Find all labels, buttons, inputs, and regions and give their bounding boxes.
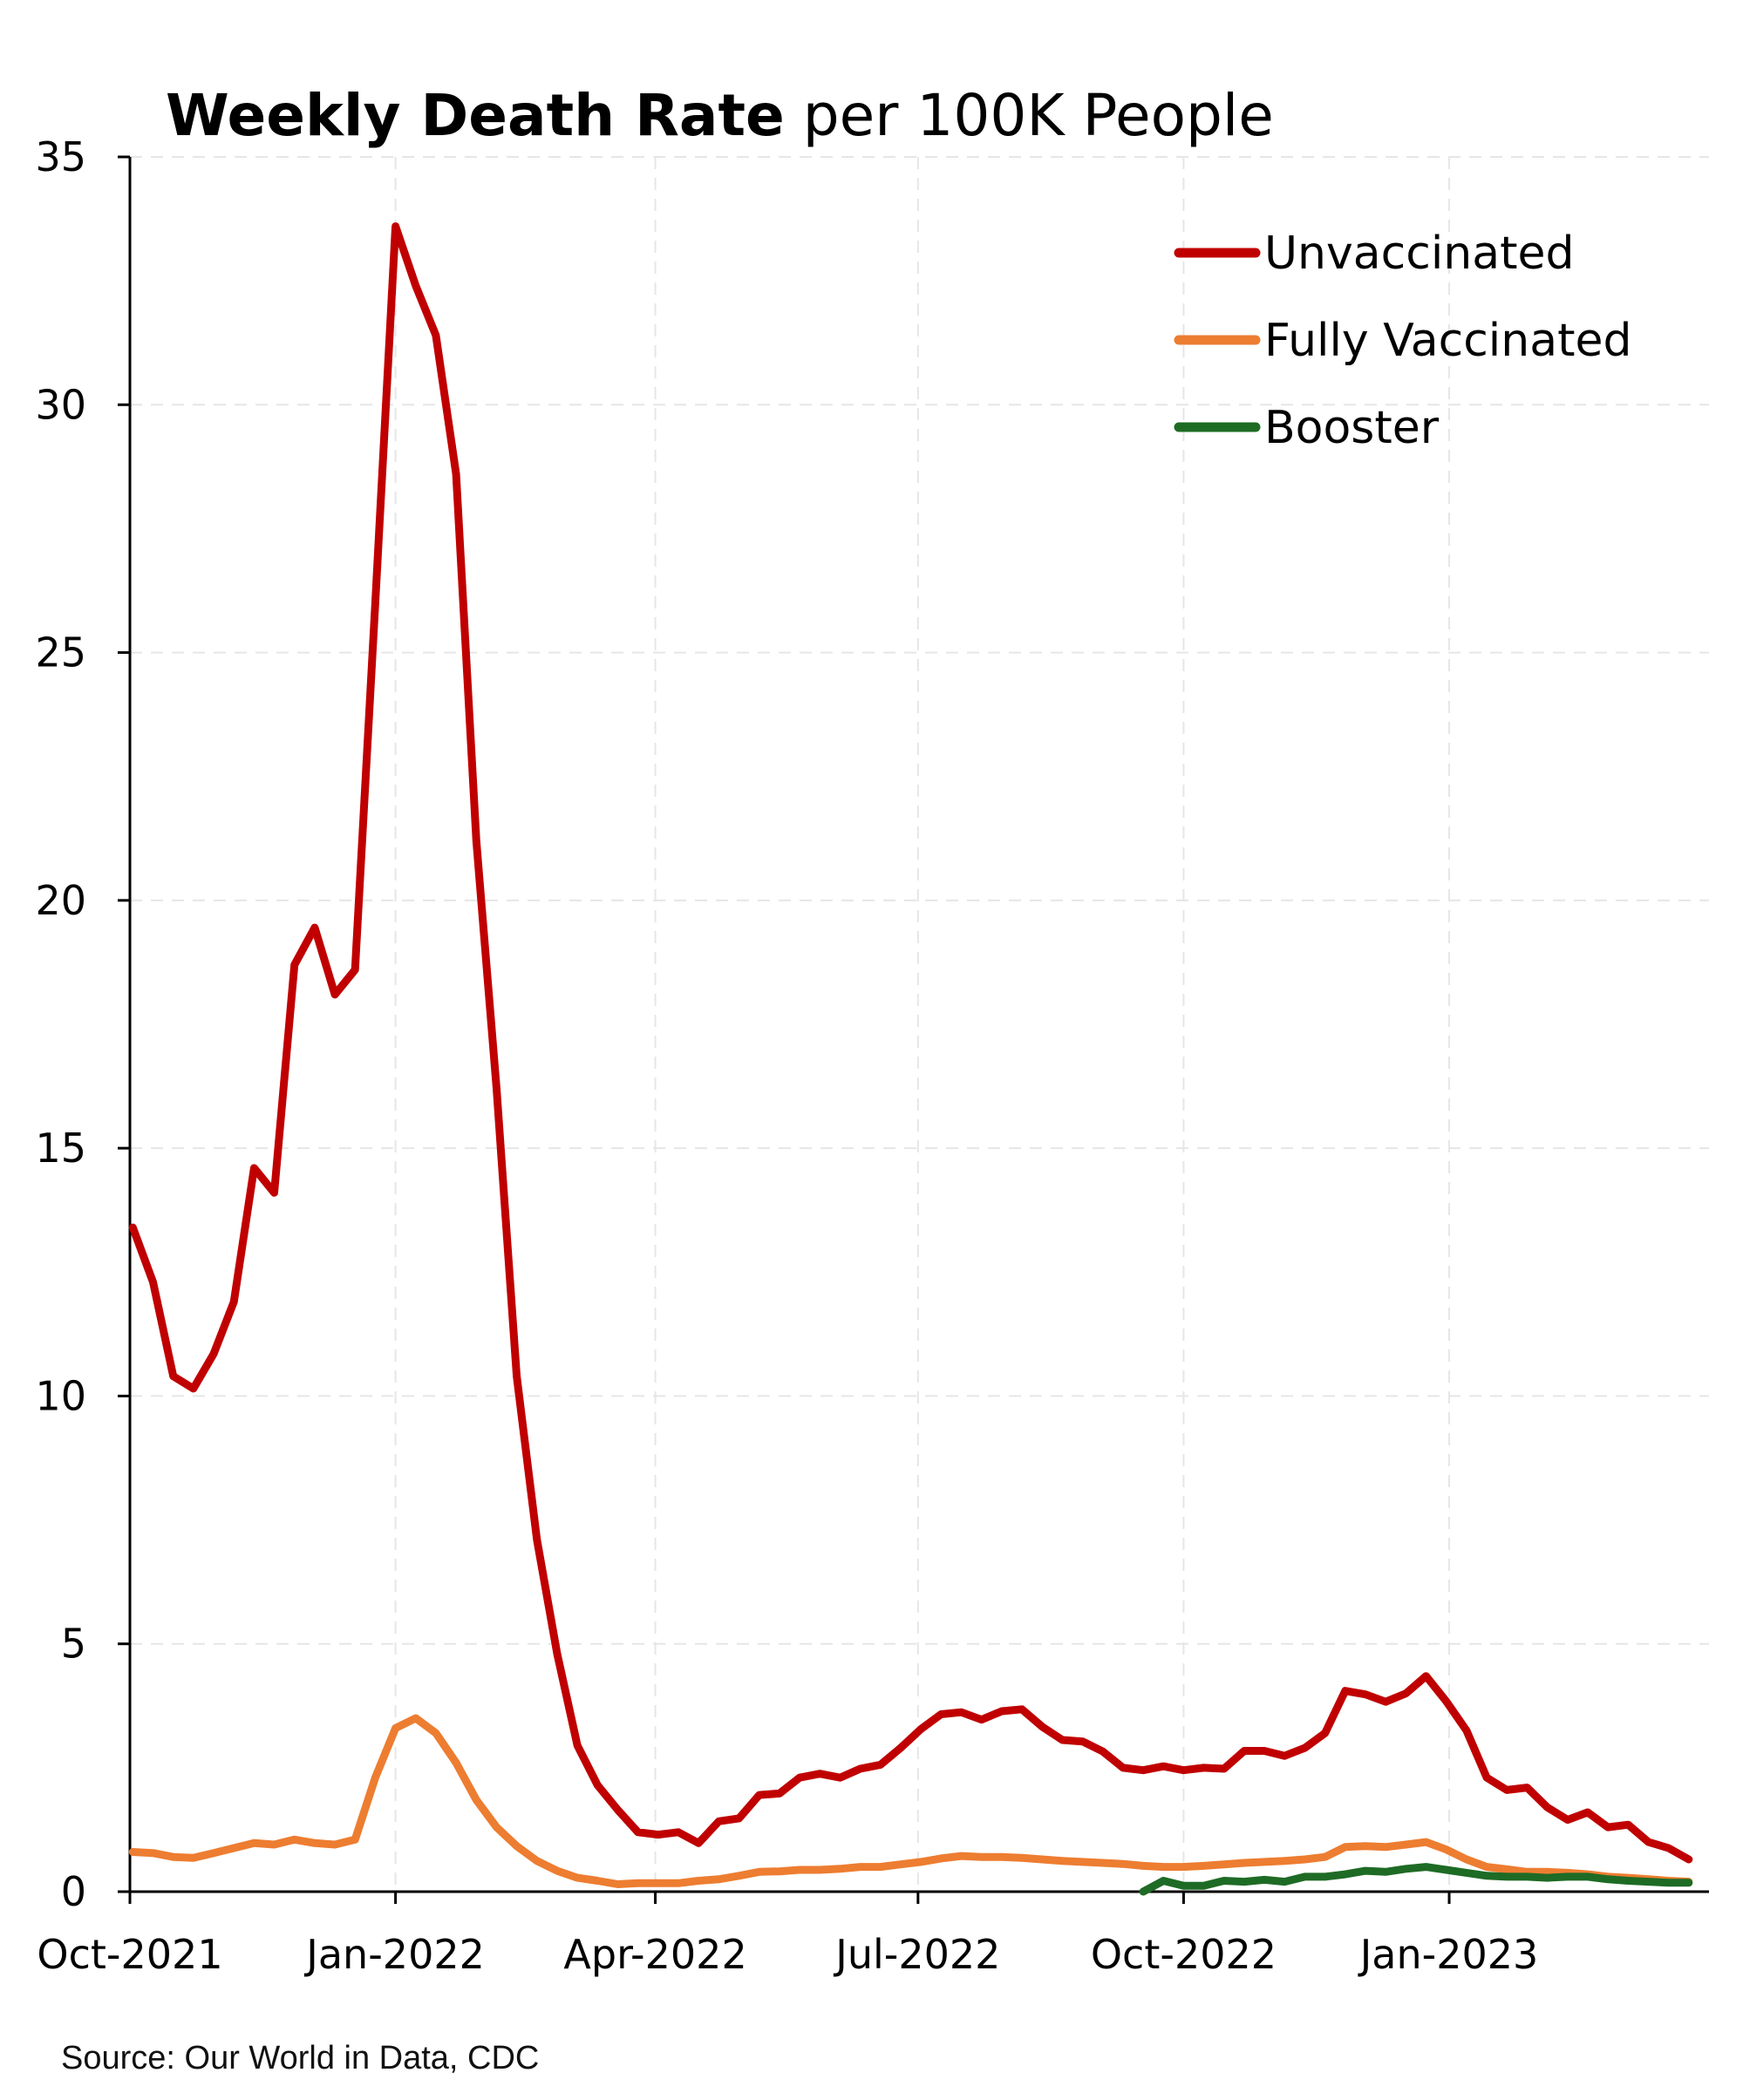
legend: Unvaccinated Fully Vaccinated Booster [1174,228,1631,454]
x-tick-label: Apr-2022 [563,1931,746,1978]
series-line-booster [1139,1863,1693,1896]
x-tick-label: Jul-2022 [833,1931,1000,1978]
x-tick-label: Jan-2022 [303,1931,485,1978]
x-tick-label: Oct-2022 [1091,1931,1277,1978]
legend-label-fully-vaccinated: Fully Vaccinated [1264,315,1631,367]
legend-label-unvaccinated: Unvaccinated [1264,228,1575,280]
y-tick-label: 10 [35,1372,86,1419]
axes: 0 5 10 15 20 25 30 35 Oct-2021 Jan-2022 Apr-2022 Ju… [35,133,1709,1978]
chart-title-bold: Weekly Death Rate [166,82,785,149]
series-lines [128,222,1693,1896]
y-tick-label: 0 [61,1868,86,1915]
series-line-fully-vaccinated [128,1714,1693,1888]
chart-title-rest: per 100K People [785,82,1274,149]
gridlines [130,156,1709,1892]
y-tick-label: 15 [35,1125,86,1172]
series-line-unvaccinated [128,222,1693,1864]
legend-label-booster: Booster [1264,402,1440,454]
x-tick-label: Oct-2021 [37,1931,222,1978]
y-tick-label: 20 [35,877,86,924]
source-note: Source: Our World in Data, CDC [61,2040,540,2076]
y-tick-label: 5 [61,1621,86,1668]
x-tick-label: Jan-2023 [1358,1931,1539,1978]
y-tick-label: 35 [35,133,86,180]
chart-title: Weekly Death Rate per 100K People [166,82,1274,149]
y-tick-label: 30 [35,381,86,428]
y-tick-label: 25 [35,629,86,676]
